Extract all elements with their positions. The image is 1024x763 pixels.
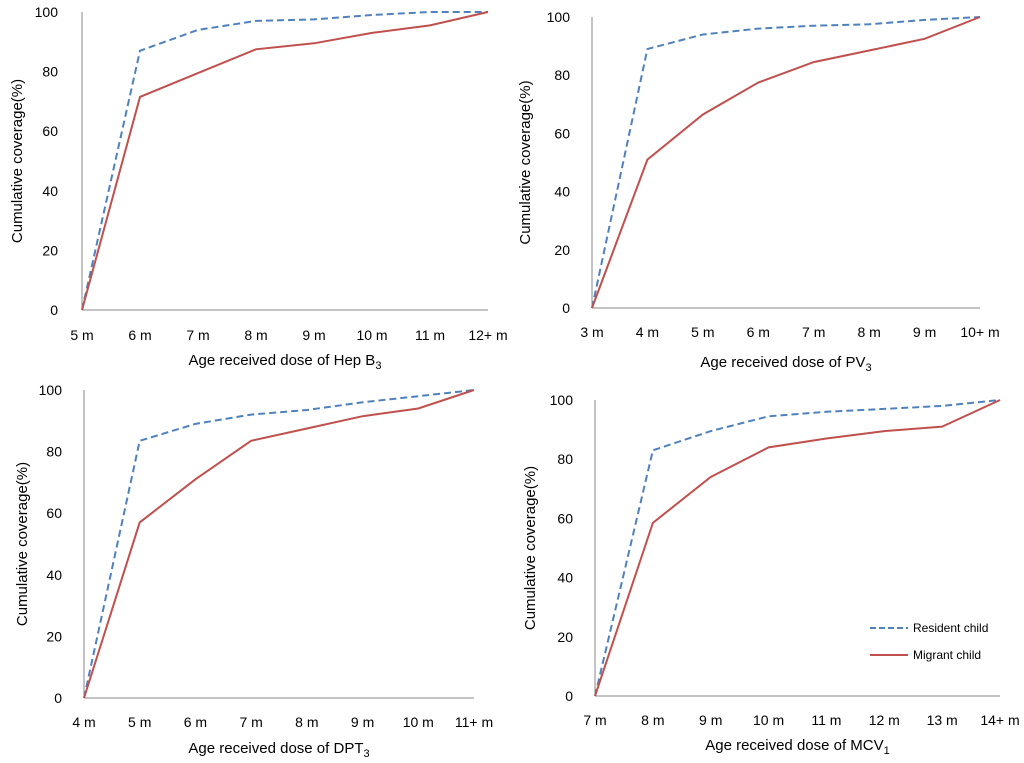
x-tick-label: 5 m (128, 714, 151, 730)
x-tick-label: 13 m (927, 712, 958, 728)
resident-series-line (594, 399, 1001, 697)
y-tick-label: 60 (42, 123, 58, 139)
x-tick-label: 9 m (302, 327, 325, 343)
y-tick-label: 80 (557, 451, 573, 467)
y-tick-label: 100 (39, 382, 63, 398)
migrant-series-line (594, 399, 1001, 697)
x-tick-label: 10 m (356, 327, 387, 343)
x-tick-label: 10 m (403, 714, 434, 730)
y-tick-label: 80 (42, 64, 58, 80)
y-tick-label: 60 (557, 510, 573, 526)
x-tick-label: 12+ m (468, 327, 507, 343)
x-axis-title: Age received dose of PV3 (700, 354, 871, 374)
legend-resident-label: Resident child (913, 621, 988, 635)
x-tick-label: 4 m (636, 324, 659, 340)
x-axis-title: Age received dose of MCV1 (705, 737, 890, 757)
y-tick-label: 40 (557, 570, 573, 586)
migrant-series-line (591, 16, 981, 309)
y-tick-label: 100 (550, 392, 574, 408)
migrant-series-line (81, 11, 489, 311)
x-tick-label: 9 m (699, 712, 722, 728)
resident-series-line (83, 389, 475, 699)
chart-panel-1: 0 20 40 60 80 100 5 m 6 m 7 m 8 m 9 m 10 m 11 m 12+ m… (9, 4, 508, 372)
y-tick-label: 60 (46, 505, 62, 521)
y-tick-label: 80 (46, 444, 62, 460)
x-tick-label: 4 m (72, 714, 95, 730)
chart-panel-3: 0 20 40 60 80 100 4 m 5 m 6 m 7 m 8 m 9 m 10 m 11+ m A… (14, 382, 493, 760)
y-tick-label: 40 (42, 183, 58, 199)
x-tick-label: 7 m (583, 712, 606, 728)
x-tick-label: 8 m (857, 324, 880, 340)
y-tick-label: 20 (554, 242, 570, 258)
x-tick-label: 14+ m (980, 712, 1019, 728)
x-tick-label: 9 m (351, 714, 374, 730)
y-tick-label: 80 (554, 67, 570, 83)
x-tick-label: 6 m (128, 327, 151, 343)
x-tick-label: 7 m (186, 327, 209, 343)
x-tick-label: 8 m (641, 712, 664, 728)
chart-panel-4: 0 20 40 60 80 100 7 m 8 m 9 m 10 m 11 m 12 m 13 m 14+… (522, 392, 1020, 757)
x-tick-label: 6 m (747, 324, 770, 340)
y-tick-label: 60 (554, 125, 570, 141)
x-tick-label: 8 m (244, 327, 267, 343)
x-tick-label: 10 m (753, 712, 784, 728)
x-axis-title: Age received dose of Hep B3 (189, 352, 382, 372)
y-axis-title: Cumulative coverage(%) (522, 466, 539, 630)
x-tick-label: 11 m (415, 327, 445, 343)
x-tick-label: 5 m (70, 327, 93, 343)
x-tick-label: 9 m (913, 324, 936, 340)
resident-series-line (591, 16, 981, 309)
y-tick-label: 100 (547, 9, 571, 25)
resident-series-line (81, 11, 488, 311)
x-tick-label: 8 m (295, 714, 318, 730)
x-tick-label: 3 m (580, 324, 603, 340)
y-tick-label: 0 (565, 688, 573, 704)
y-axis-title: Cumulative coverage(%) (14, 462, 31, 626)
y-axis-title: Cumulative coverage(%) (517, 80, 534, 244)
x-tick-label: 5 m (691, 324, 714, 340)
x-tick-label: 6 m (184, 714, 207, 730)
y-tick-label: 20 (557, 629, 573, 645)
y-tick-label: 100 (35, 4, 59, 20)
migrant-series-line (83, 389, 475, 699)
x-tick-label: 10+ m (960, 324, 999, 340)
y-tick-label: 20 (46, 628, 62, 644)
x-tick-label: 7 m (802, 324, 825, 340)
legend: Resident child Migrant child (870, 621, 988, 662)
y-tick-label: 40 (46, 567, 62, 583)
y-tick-label: 0 (562, 300, 570, 316)
y-axis-title: Cumulative coverage(%) (9, 79, 26, 243)
y-tick-label: 0 (50, 302, 58, 318)
x-axis-title: Age received dose of DPT3 (188, 740, 369, 760)
y-tick-label: 0 (54, 690, 62, 706)
x-tick-label: 12 m (869, 712, 900, 728)
x-tick-label: 7 m (239, 714, 262, 730)
legend-migrant-label: Migrant child (913, 648, 981, 662)
x-tick-label: 11 m (811, 712, 841, 728)
y-tick-label: 40 (554, 184, 570, 200)
chart-panel-2: 0 20 40 60 80 100 3 m 4 m 5 m 6 m 7 m 8 m 9 m 10+ m Ag… (517, 9, 1000, 374)
y-tick-label: 20 (42, 242, 58, 258)
x-tick-label: 11+ m (455, 714, 493, 730)
